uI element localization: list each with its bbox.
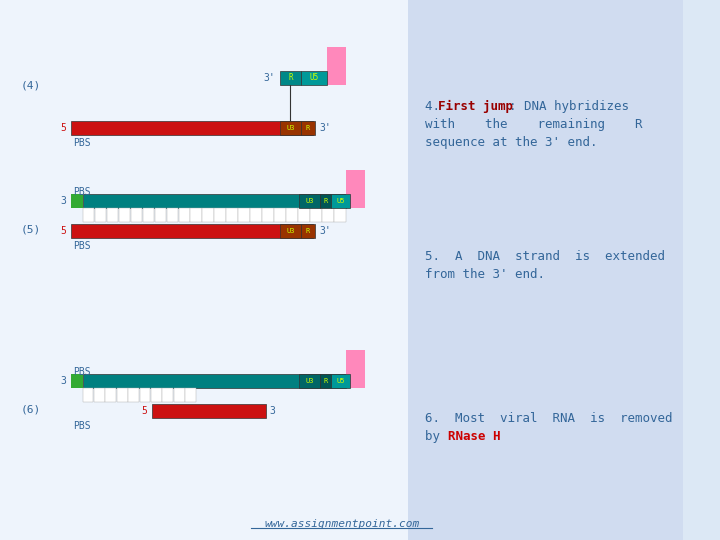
Text: 3: 3 xyxy=(60,196,66,206)
Text: PBS: PBS xyxy=(73,138,91,148)
Text: 5: 5 xyxy=(141,406,147,416)
Bar xyxy=(287,208,298,222)
Text: 5.  A  DNA  strand  is  extended: 5. A DNA strand is extended xyxy=(426,250,665,263)
Bar xyxy=(128,388,139,402)
Bar xyxy=(215,208,226,222)
Text: (6): (6) xyxy=(21,405,41,415)
Bar xyxy=(299,194,320,208)
Bar xyxy=(71,194,83,208)
Text: U3: U3 xyxy=(305,198,314,204)
Bar xyxy=(251,208,262,222)
Text: 3: 3 xyxy=(269,406,275,416)
Text: R: R xyxy=(323,198,328,204)
Bar xyxy=(298,208,310,222)
Text: U5: U5 xyxy=(336,198,345,204)
Text: : DNA hybridizes: : DNA hybridizes xyxy=(508,100,629,113)
Text: U5: U5 xyxy=(310,73,319,83)
Bar xyxy=(280,121,301,135)
Bar xyxy=(202,208,214,222)
Text: with    the    remaining    R: with the remaining R xyxy=(426,118,643,131)
Bar xyxy=(301,121,315,135)
Bar xyxy=(83,374,346,388)
Text: from the 3' end.: from the 3' end. xyxy=(426,268,545,281)
Bar xyxy=(71,224,313,238)
Text: PBS: PBS xyxy=(73,367,91,377)
Bar xyxy=(83,388,94,402)
Bar xyxy=(280,71,301,85)
Bar xyxy=(301,71,328,85)
Bar xyxy=(166,208,178,222)
Text: PBS: PBS xyxy=(73,421,91,431)
Bar xyxy=(323,208,334,222)
Bar xyxy=(151,388,162,402)
Bar xyxy=(408,0,683,540)
Text: PBS: PBS xyxy=(73,187,91,197)
Bar xyxy=(105,388,116,402)
Bar xyxy=(310,208,322,222)
Text: U5: U5 xyxy=(336,378,345,384)
Bar xyxy=(334,208,346,222)
Bar xyxy=(83,194,346,208)
Text: U3: U3 xyxy=(305,378,314,384)
Text: R: R xyxy=(306,125,310,131)
Bar xyxy=(107,208,118,222)
Bar xyxy=(301,224,315,238)
Bar xyxy=(191,208,202,222)
Text: R: R xyxy=(288,73,293,83)
Bar xyxy=(331,374,350,388)
Bar xyxy=(117,388,127,402)
Text: www.assignmentpoint.com: www.assignmentpoint.com xyxy=(264,519,419,529)
Text: R: R xyxy=(306,228,310,234)
Bar xyxy=(179,208,190,222)
Text: PBS: PBS xyxy=(73,241,91,251)
Bar xyxy=(328,47,346,85)
Bar xyxy=(174,388,184,402)
Text: U3: U3 xyxy=(286,125,294,131)
Bar xyxy=(130,208,142,222)
Text: U3: U3 xyxy=(286,228,294,234)
Bar xyxy=(280,224,301,238)
Text: R: R xyxy=(323,378,328,384)
Text: sequence at the 3' end.: sequence at the 3' end. xyxy=(426,136,598,149)
Text: by: by xyxy=(426,430,448,443)
Text: (4): (4) xyxy=(21,80,41,90)
Text: 5: 5 xyxy=(60,123,66,133)
Bar xyxy=(94,388,105,402)
Bar xyxy=(346,350,365,388)
Text: First jump: First jump xyxy=(438,100,513,113)
Text: RNase H: RNase H xyxy=(448,430,500,443)
Bar xyxy=(263,208,274,222)
Bar xyxy=(0,0,408,540)
Bar xyxy=(140,388,150,402)
Bar xyxy=(185,388,196,402)
Text: 3: 3 xyxy=(60,376,66,386)
Text: 4.: 4. xyxy=(426,100,448,113)
Bar xyxy=(331,194,350,208)
Bar xyxy=(155,208,166,222)
Bar xyxy=(71,374,83,388)
Bar xyxy=(152,404,266,418)
Bar xyxy=(320,194,331,208)
Text: 6.  Most  viral  RNA  is  removed: 6. Most viral RNA is removed xyxy=(426,412,672,425)
Bar xyxy=(143,208,154,222)
Text: 3': 3' xyxy=(319,123,330,133)
Bar xyxy=(94,208,106,222)
Text: 5: 5 xyxy=(60,226,66,236)
Bar xyxy=(299,374,320,388)
Text: (5): (5) xyxy=(21,225,41,235)
Bar xyxy=(227,208,238,222)
Text: 3': 3' xyxy=(264,73,275,83)
Bar xyxy=(238,208,250,222)
Bar xyxy=(162,388,174,402)
Bar xyxy=(346,170,365,208)
Bar xyxy=(71,121,313,135)
Bar xyxy=(274,208,286,222)
Text: 3': 3' xyxy=(319,226,330,236)
Bar xyxy=(119,208,130,222)
Bar xyxy=(320,374,331,388)
Bar xyxy=(83,208,94,222)
